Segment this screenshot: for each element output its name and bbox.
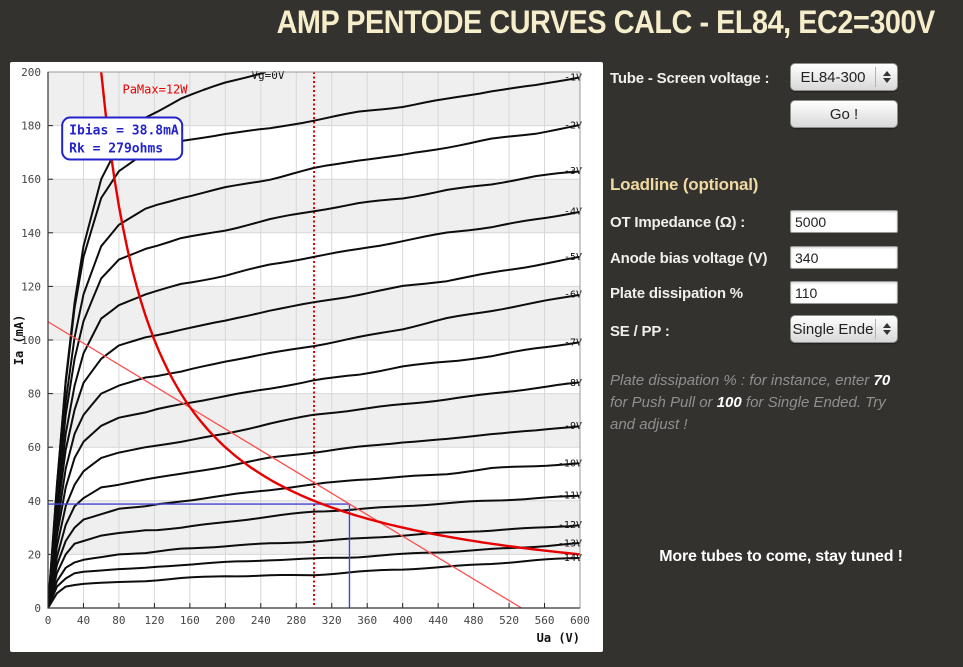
svg-text:360: 360 [357, 614, 377, 627]
svg-text:-4V: -4V [564, 206, 582, 217]
svg-text:PaMax=12W: PaMax=12W [122, 82, 188, 96]
svg-text:Ua (V): Ua (V) [537, 631, 580, 645]
svg-text:160: 160 [21, 173, 41, 186]
pentode-curves-chart: Vg=0V -1V -2V -3V -4V -5V -6V -7V -8V -9V -10V -11V… [12, 66, 590, 645]
tube-select-value: EL84-300 [800, 68, 866, 86]
svg-text:-11V: -11V [558, 490, 582, 501]
se-pp-label: SE / PP : [610, 323, 670, 340]
svg-text:400: 400 [393, 614, 413, 627]
tube-screen-voltage-label: Tube - Screen voltage : [610, 70, 770, 87]
control-panel: Tube - Screen voltage : EL84-300 Go ! Lo… [610, 62, 955, 662]
svg-text:Vg=0V: Vg=0V [251, 69, 284, 82]
svg-text:-10V: -10V [558, 458, 582, 469]
svg-text:240: 240 [251, 614, 271, 627]
svg-text:120: 120 [21, 280, 41, 293]
svg-text:-9V: -9V [564, 421, 582, 432]
svg-text:560: 560 [535, 614, 555, 627]
svg-text:-6V: -6V [564, 289, 582, 300]
chart-panel: Vg=0V -1V -2V -3V -4V -5V -6V -7V -8V -9V -10V -11V… [10, 62, 603, 652]
svg-text:-8V: -8V [564, 378, 582, 389]
loadline-heading: Loadline (optional) [610, 175, 759, 194]
svg-text:-3V: -3V [564, 166, 582, 177]
svg-text:520: 520 [499, 614, 519, 627]
page-title-text: AMP PENTODE CURVES CALC - EL84, EC2=300V [276, 4, 936, 40]
svg-text:120: 120 [144, 614, 164, 627]
svg-text:100: 100 [21, 334, 41, 347]
page-title: AMP PENTODE CURVES CALC - EL84, EC2=300V [240, 4, 957, 41]
svg-text:280: 280 [286, 614, 306, 627]
ot-impedance-label: OT Impedance (Ω) : [610, 214, 746, 231]
svg-text:-13V: -13V [558, 539, 582, 550]
svg-text:-14V: -14V [558, 553, 582, 564]
svg-text:40: 40 [28, 495, 41, 508]
svg-text:-2V: -2V [564, 121, 582, 132]
note-value-70: 70 [873, 372, 891, 389]
se-pp-select-value: Single Ende [792, 320, 874, 338]
svg-text:200: 200 [215, 614, 235, 627]
svg-text:40: 40 [77, 614, 90, 627]
ot-impedance-input[interactable] [790, 210, 898, 233]
svg-text:140: 140 [21, 227, 41, 240]
svg-text:200: 200 [21, 66, 41, 79]
se-pp-select[interactable]: Single Ende [790, 315, 898, 343]
svg-text:-1V: -1V [564, 72, 582, 83]
plate-dissipation-label: Plate dissipation % [610, 285, 743, 302]
svg-text:Ia (mA): Ia (mA) [12, 315, 26, 366]
svg-text:320: 320 [322, 614, 342, 627]
note-text-3: for Single Ended. Try and adjust ! [610, 394, 886, 433]
note-value-100: 100 [716, 394, 742, 411]
svg-text:80: 80 [112, 614, 125, 627]
note-text-2: for Push Pull or [610, 394, 717, 411]
plate-dissipation-input[interactable] [790, 281, 898, 304]
footer-message: More tubes to come, stay tuned ! [659, 548, 903, 565]
svg-text:Ibias = 38.8mA: Ibias = 38.8mA [69, 124, 179, 139]
tube-select[interactable]: EL84-300 [790, 63, 898, 91]
select-stepper-icon [875, 319, 897, 339]
svg-text:180: 180 [21, 120, 41, 133]
select-stepper-icon [875, 67, 897, 87]
note-text-1: Plate dissipation % : for instance, ente… [610, 372, 874, 389]
svg-text:440: 440 [428, 614, 448, 627]
svg-text:Rk = 279ohms: Rk = 279ohms [69, 142, 163, 157]
svg-text:600: 600 [570, 614, 590, 627]
anode-bias-voltage-label: Anode bias voltage (V) [610, 250, 768, 267]
svg-text:60: 60 [28, 441, 41, 454]
svg-text:80: 80 [28, 388, 41, 401]
plate-dissipation-note: Plate dissipation % : for instance, ente… [610, 370, 908, 436]
svg-text:0: 0 [45, 614, 52, 627]
svg-text:20: 20 [28, 548, 41, 561]
svg-text:-7V: -7V [564, 338, 582, 349]
anode-bias-voltage-input[interactable] [790, 246, 898, 269]
go-button[interactable]: Go ! [790, 100, 898, 128]
svg-text:-12V: -12V [558, 520, 582, 531]
svg-text:-5V: -5V [564, 252, 582, 263]
svg-text:160: 160 [180, 614, 200, 627]
svg-text:0: 0 [34, 602, 41, 615]
svg-text:480: 480 [464, 614, 484, 627]
